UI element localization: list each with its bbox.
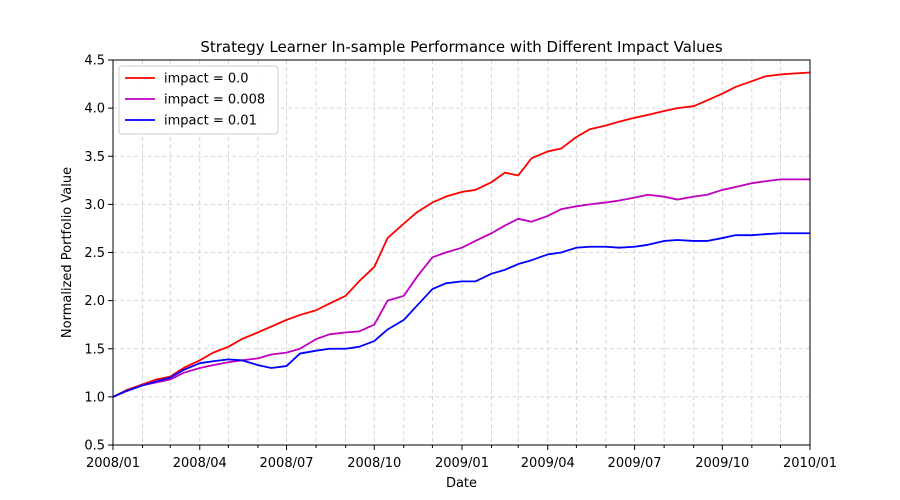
y-tick-label: 1.0 <box>84 390 105 405</box>
y-tick-label: 2.0 <box>84 294 105 309</box>
x-tick-label: 2009/10 <box>695 456 749 471</box>
y-tick-label: 4.5 <box>84 54 105 69</box>
series-line-0 <box>112 71 811 398</box>
chart-title: Strategy Learner In-sample Performance w… <box>200 38 723 56</box>
y-tick-label: 4.0 <box>84 102 105 117</box>
series-line-1 <box>112 178 810 398</box>
y-tick-label: 0.5 <box>84 439 105 454</box>
legend: impact = 0.0 impact = 0.008 impact = 0.01 <box>118 65 279 135</box>
x-axis-label: Date <box>446 476 477 491</box>
legend-label-2: impact = 0.01 <box>164 114 257 129</box>
x-tick-label: 2009/01 <box>435 456 489 471</box>
x-tick-label: 2009/04 <box>521 456 575 471</box>
legend-label-1: impact = 0.008 <box>164 93 265 108</box>
y-tick-label: 2.5 <box>84 246 105 261</box>
x-tick-label: 2010/01 <box>783 456 837 471</box>
y-axis-label: Normalized Portfolio Value <box>60 167 75 338</box>
x-tick-label: 2008/01 <box>86 456 140 471</box>
series-lines <box>112 71 811 398</box>
x-tick-label: 2009/07 <box>608 456 662 471</box>
series-line-2 <box>112 232 810 398</box>
legend-box <box>118 65 279 135</box>
x-tick-label: 2008/04 <box>173 456 227 471</box>
axes: 2008/01 2008/04 2008/07 2008/10 2009/01 2009/… <box>84 54 837 472</box>
x-tick-label: 2008/07 <box>260 456 314 471</box>
x-tick-label: 2008/10 <box>347 456 401 471</box>
y-tick-label: 1.5 <box>84 342 105 357</box>
y-tick-label: 3.5 <box>84 150 105 165</box>
y-tick-label: 3.0 <box>84 198 105 213</box>
legend-label-0: impact = 0.0 <box>164 72 249 87</box>
